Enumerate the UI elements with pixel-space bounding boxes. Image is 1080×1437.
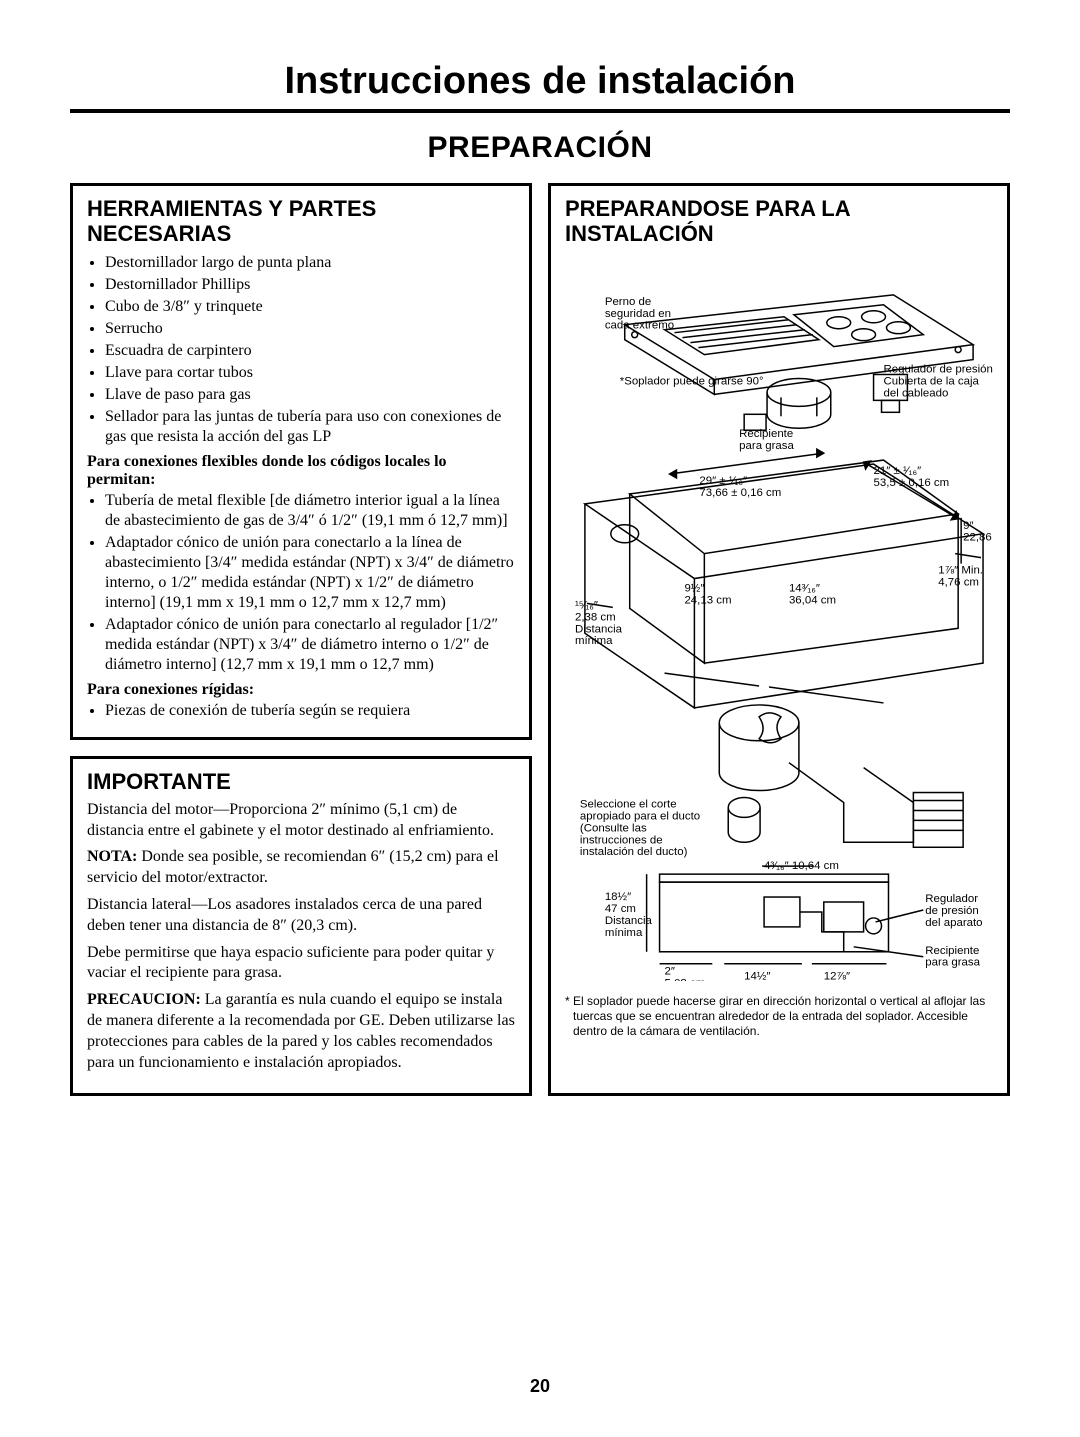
list-item: Piezas de conexión de tubería según se r… bbox=[105, 701, 515, 721]
two-column-layout: HERRAMIENTAS Y PARTES NECESARIAS Destorn… bbox=[70, 183, 1010, 1096]
label-recipiente-bot: Recipientepara grasa bbox=[925, 944, 980, 968]
list-item: Serrucho bbox=[105, 319, 515, 339]
right-column: PREPARANDOSE PARA LA INSTALACIÓN bbox=[548, 183, 1010, 1096]
blower-footnote: * El soplador puede hacerse girar en dir… bbox=[565, 994, 993, 1039]
label-dim18: 18½″47 cmDistanciamínima bbox=[605, 891, 653, 939]
label-perno: Perno deseguridad encada extremo bbox=[605, 295, 674, 331]
label-recipiente-top: Recipientepara grasa bbox=[739, 428, 794, 452]
important-p1: Distancia del motor—Proporciona 2″ mínim… bbox=[87, 800, 515, 842]
label-dim143: 14³⁄₁₆″36,04 cm bbox=[789, 582, 836, 606]
label-dim2: 2″5,08 cmDistanciamínima bbox=[665, 965, 713, 981]
important-title: IMPORTANTE bbox=[87, 769, 515, 794]
flex-list: Tubería de metal flexible [de diámetro i… bbox=[87, 491, 515, 675]
list-item: Destornillador largo de punta plana bbox=[105, 253, 515, 273]
list-item: Tubería de metal flexible [de diámetro i… bbox=[105, 491, 515, 531]
label-dim127: 12⅞″32,7 cm bbox=[824, 970, 865, 981]
important-box: IMPORTANTE Distancia del motor—Proporcio… bbox=[70, 756, 532, 1097]
main-title: Instrucciones de instalación bbox=[70, 60, 1010, 103]
label-seleccione: Seleccione el corteapropiado para el duc… bbox=[580, 798, 700, 858]
tools-box: HERRAMIENTAS Y PARTES NECESARIAS Destorn… bbox=[70, 183, 532, 740]
section-title: PREPARACIÓN bbox=[70, 131, 1010, 165]
list-item: Sellador para las juntas de tubería para… bbox=[105, 407, 515, 447]
diagram-svg: Perno deseguridad encada extremo *Soplad… bbox=[565, 265, 993, 982]
important-p3: Distancia lateral—Los asadores instalado… bbox=[87, 895, 515, 937]
left-column: HERRAMIENTAS Y PARTES NECESARIAS Destorn… bbox=[70, 183, 532, 1096]
installation-diagram: Perno deseguridad encada extremo *Soplad… bbox=[565, 265, 993, 987]
label-dim43: 4³⁄₁₆″ 10,64 cm bbox=[764, 860, 839, 872]
title-rule bbox=[70, 109, 1010, 113]
label-soplador: *Soplador puede girarse 90° bbox=[620, 375, 764, 387]
list-item: Adaptador cónico de unión para conectarl… bbox=[105, 615, 515, 675]
list-item: Adaptador cónico de unión para conectarl… bbox=[105, 533, 515, 613]
nota-strong: NOTA: bbox=[87, 848, 137, 865]
label-dim15: ¹⁵⁄₁₆″2,38 cmDistanciamínima bbox=[575, 599, 623, 647]
important-p4: Debe permitirse que haya espacio suficie… bbox=[87, 943, 515, 985]
nota-rest: Donde sea posible, se recomiendan 6″ (15… bbox=[87, 848, 499, 886]
list-item: Escuadra de carpintero bbox=[105, 341, 515, 361]
label-dim145: 14½″36,83 cm bbox=[744, 970, 791, 981]
prep-title: PREPARANDOSE PARA LA INSTALACIÓN bbox=[565, 196, 993, 247]
precaucion-strong: PRECAUCION: bbox=[87, 991, 201, 1008]
label-regulador-bot: Reguladorde presióndel aparato bbox=[925, 893, 982, 929]
important-p2: NOTA: Donde sea posible, se recomiendan … bbox=[87, 847, 515, 889]
important-p5: PRECAUCION: La garantía es nula cuando e… bbox=[87, 990, 515, 1073]
list-item: Cubo de 3/8″ y trinquete bbox=[105, 297, 515, 317]
page-number: 20 bbox=[70, 1376, 1010, 1397]
tools-title: HERRAMIENTAS Y PARTES NECESARIAS bbox=[87, 196, 515, 247]
prep-box: PREPARANDOSE PARA LA INSTALACIÓN bbox=[548, 183, 1010, 1096]
rigid-subhead: Para conexiones rígidas: bbox=[87, 681, 515, 699]
label-dim9: 9″22,86 cm bbox=[963, 519, 993, 543]
list-item: Destornillador Phillips bbox=[105, 275, 515, 295]
list-item: Llave de paso para gas bbox=[105, 385, 515, 405]
list-item: Llave para cortar tubos bbox=[105, 363, 515, 383]
flex-subhead: Para conexiones flexibles donde los códi… bbox=[87, 453, 515, 489]
label-dim95: 9½″24,13 cm bbox=[684, 582, 731, 606]
label-dim21: 21″ ± ¹⁄₁₆″53,5 ± 0,16 cm bbox=[874, 465, 950, 489]
rigid-list: Piezas de conexión de tubería según se r… bbox=[87, 701, 515, 721]
tools-list: Destornillador largo de punta plana Dest… bbox=[87, 253, 515, 447]
label-regulador-top: Regulador de presiónCubierta de la cajad… bbox=[884, 363, 993, 399]
label-dim178: 1⅞″ Min.4,76 cm bbox=[938, 564, 983, 588]
